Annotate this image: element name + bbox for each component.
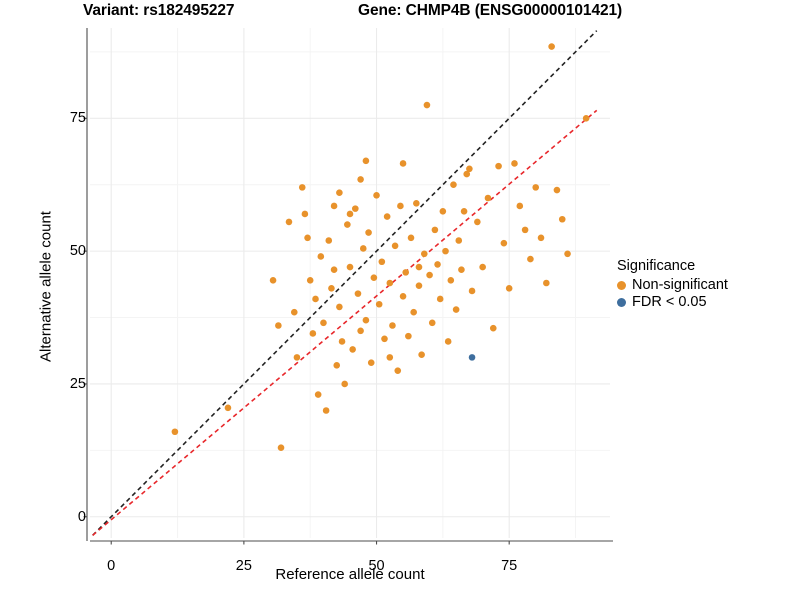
data-points-significant — [468, 354, 476, 361]
y-tick-label: 25 — [69, 375, 86, 392]
data-points-non-significant — [171, 43, 590, 451]
legend-item[interactable]: Non-significant — [617, 277, 797, 293]
plot-title-gene: Gene: CHMP4B (ENSG00000101421) — [358, 2, 623, 19]
legend-item-label: FDR < 0.05 — [632, 294, 707, 310]
y-tick-label: 50 — [69, 243, 86, 260]
legend-key-dot-icon — [617, 280, 626, 290]
x-tick-label: 0 — [107, 558, 116, 574]
y-tick-label: 75 — [69, 110, 86, 127]
reference-lines — [92, 30, 598, 536]
grid-major-lines — [90, 28, 610, 538]
plot-panel — [90, 28, 610, 538]
legend-item-label: Non-significant — [632, 277, 728, 293]
legend-items: Non-significant FDR < 0.05 — [617, 277, 797, 310]
x-tick-label: 75 — [501, 558, 518, 574]
y-axis-title: Alternative allele count — [37, 211, 55, 362]
x-tick-label: 25 — [235, 558, 252, 574]
legend-key-dot-icon — [617, 297, 626, 307]
grid-minor-lines — [90, 28, 610, 538]
x-tick-label: 50 — [368, 558, 385, 574]
plot-title-variant: Variant: rs182495227 — [83, 2, 235, 19]
legend-title: Significance — [617, 258, 696, 274]
plot-canvas — [90, 28, 610, 538]
legend-item[interactable]: FDR < 0.05 — [617, 294, 797, 310]
y-tick-label: 0 — [77, 508, 86, 525]
x-axis-title: Reference allele count — [275, 566, 425, 583]
legend: Significance Non-significant FDR < 0.05 — [617, 258, 797, 311]
